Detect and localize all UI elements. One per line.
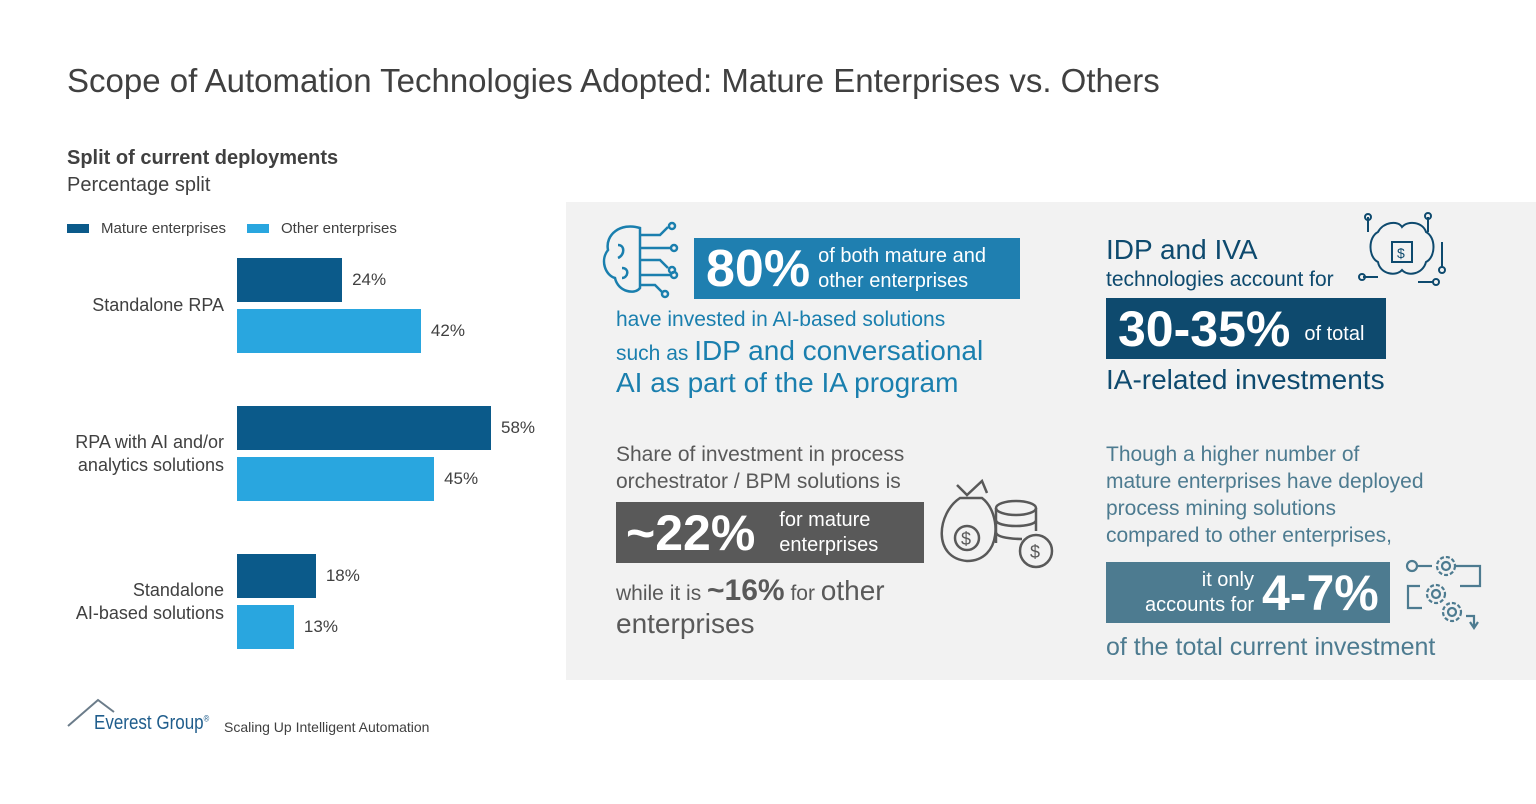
bar-mature [237,554,316,598]
footer-tagline: Scaling Up Intelligent Automation [224,719,430,735]
stat-text: it only [1201,568,1254,591]
callout-text: IDP and conversational [694,335,984,366]
everest-group-logo: Everest Group® [94,712,209,735]
callout-text: technologies account for [1106,268,1334,291]
brain-circuit-icon [602,221,679,299]
bar-other [237,309,421,353]
callout-text: orchestrator / BPM solutions is [616,470,901,493]
stat-value: 4-7% [1262,564,1379,621]
chart-subtitle: Percentage split [67,174,211,196]
callout-text: mature enterprises have deployed [1106,470,1424,493]
callout-text: other [820,575,885,606]
legend-label: Other enterprises [281,220,397,237]
ai-chip-brain-icon: $ [1358,212,1446,286]
bar-chart: Standalone RPA 24% 42% RPA with AI and/or an… [0,0,566,680]
stat-box-80: 80% of both mature and other enterprises [694,238,1020,299]
stat-text: other enterprises [818,269,969,292]
page-title: Scope of Automation Technologies Adopted… [67,62,1160,99]
callout-text: IDP and IVA [1106,234,1258,265]
stat-value: 30-35% [1118,300,1291,357]
data-label: 42% [430,321,465,340]
legend-swatch-other [247,224,269,233]
callout-value: ~16% [707,574,785,607]
data-label: 13% [303,617,338,636]
category-label: Standalone AI-based solutions [75,579,224,623]
legend-swatch-mature [67,224,89,233]
svg-text:$: $ [961,529,971,549]
callout-text: have invested in AI-based solutions [616,308,946,331]
legend-mature: Mature enterprises [67,220,226,237]
callout-text: such as [616,342,695,365]
bar-mature [237,406,491,450]
data-label: 45% [444,469,479,488]
money-bag-coins-icon: $ $ [940,478,1054,569]
stat-value: 80% [706,239,811,298]
logo-text: Everest Group [94,712,204,734]
callout-text: while it is [616,582,708,605]
callout-text: enterprises [616,608,755,639]
everest-group-logo-mountain [67,698,115,727]
data-label: 58% [501,418,536,437]
callout-text: Share of investment in process [616,443,905,466]
stat-value: ~22% [626,504,756,561]
legend-other: Other enterprises [247,220,397,237]
callout-text: IA-related investments [1106,364,1385,395]
callout-text: compared to other enterprises, [1106,524,1392,547]
bar-other [237,605,294,649]
bar-other [237,457,435,501]
svg-text:$: $ [1030,542,1040,562]
data-label: 18% [325,566,360,585]
stat-box-4-7: it only accounts for 4-7% [1106,562,1390,623]
bar-mature [237,258,343,302]
callout-text: of the total current investment [1106,633,1436,661]
stat-box-30-35: 30-35% of total [1106,298,1386,359]
registered-mark: ® [203,713,210,724]
callout-text: AI as part of the IA program [616,367,959,398]
chart-title: Split of current deployments [67,147,339,169]
category-label: Standalone RPA [92,295,224,315]
stat-text: accounts for [1145,593,1254,616]
callout-text: Though a higher number of [1106,443,1360,466]
stat-text: enterprises [779,533,879,556]
process-gears-icon [1405,556,1482,630]
category-label: RPA with AI and/or analytics solutions [75,431,224,475]
svg-text:$: $ [1397,245,1405,261]
callout-text: for [784,582,821,605]
stat-text: for mature [779,508,871,531]
stat-box-22: ~22% for mature enterprises [616,502,924,563]
legend-label: Mature enterprises [101,220,227,237]
stat-text: of both mature and [818,244,986,267]
data-label: 24% [352,270,387,289]
stat-text: of total [1304,323,1365,345]
callout-text: process mining solutions [1106,497,1336,520]
